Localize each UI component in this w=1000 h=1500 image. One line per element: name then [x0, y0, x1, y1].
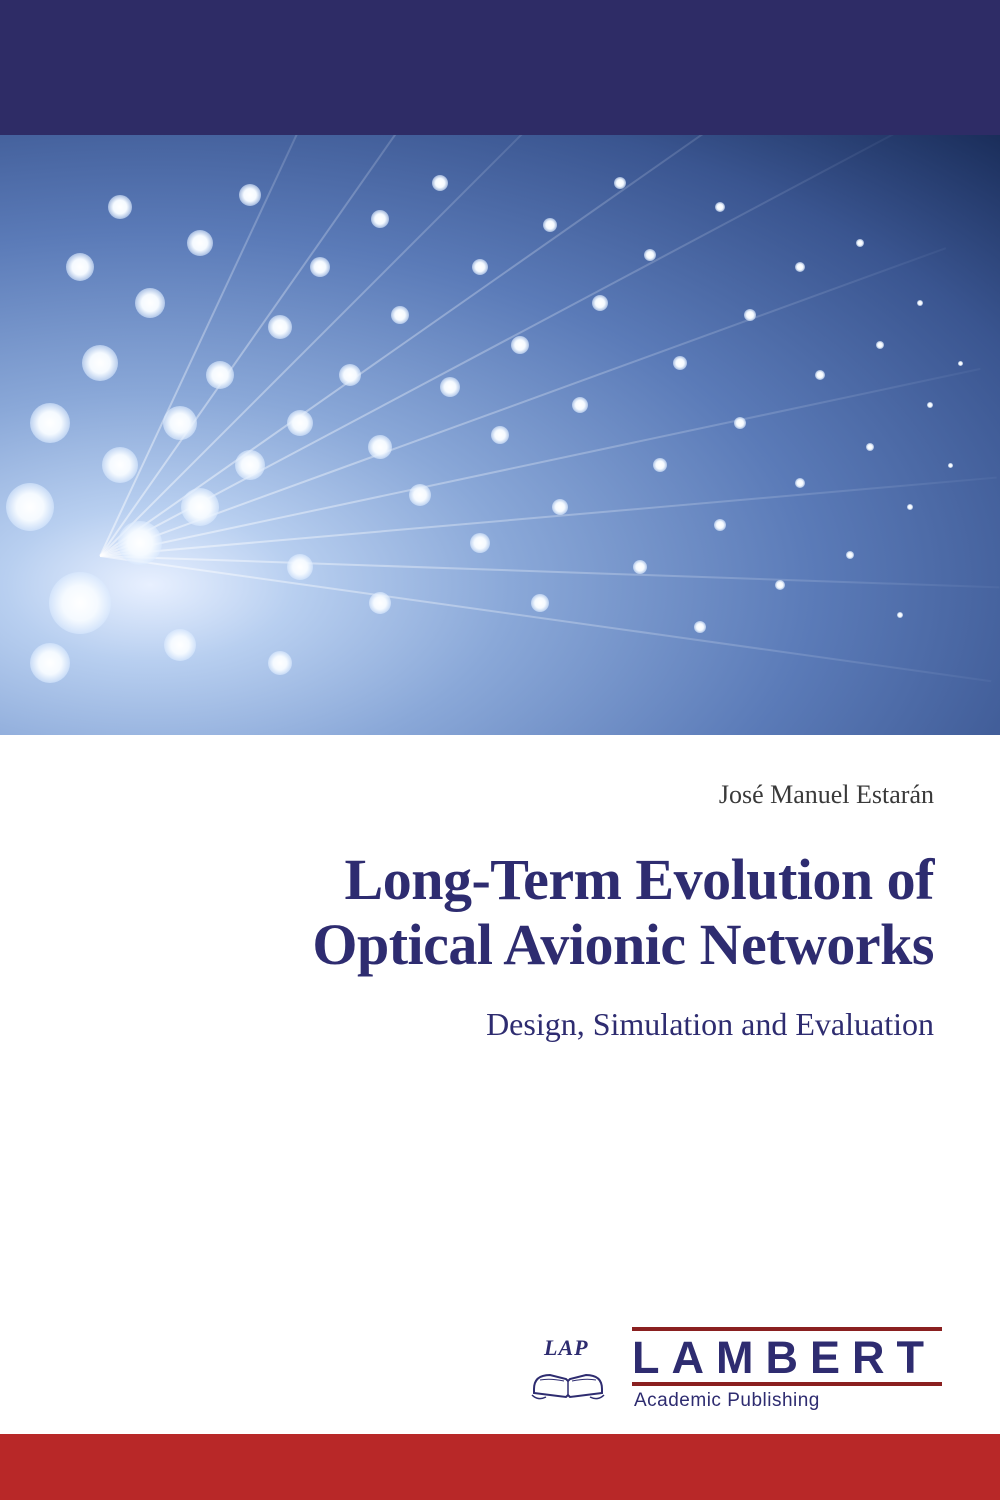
fiber-dot — [795, 478, 805, 488]
fiber-dot — [66, 253, 94, 281]
fiber-dot — [927, 402, 933, 408]
fiber-dot — [948, 463, 953, 468]
fiber-dot — [164, 629, 196, 661]
fiber-dot — [552, 499, 568, 515]
fiber-dot — [775, 580, 785, 590]
fiber-dot — [846, 551, 854, 559]
bottom-bar — [0, 1434, 1000, 1500]
fiber-dot — [876, 341, 884, 349]
fiber-dot — [409, 484, 431, 506]
publisher-subtitle: Academic Publishing — [632, 1390, 942, 1412]
fiber-dot — [531, 594, 549, 612]
fiber-dot — [371, 210, 389, 228]
top-bar — [0, 0, 1000, 135]
publisher-logo: LAP LAMBERT Academic Publishing — [526, 1327, 942, 1412]
fiber-line — [99, 135, 354, 556]
fiber-dot — [239, 184, 261, 206]
fiber-dot — [714, 519, 726, 531]
fiber-dot — [30, 643, 70, 683]
fiber-dot — [815, 370, 825, 380]
publisher-abbrev: LAP — [544, 1335, 589, 1361]
fiber-dot — [82, 345, 118, 381]
fiber-dot — [102, 447, 138, 483]
fiber-dot — [694, 621, 706, 633]
fiber-line — [100, 555, 991, 682]
fiber-dot — [511, 336, 529, 354]
title-line-2: Optical Avionic Networks — [312, 912, 934, 977]
book-subtitle: Design, Simulation and Evaluation — [60, 1006, 940, 1043]
fiber-dot — [917, 300, 923, 306]
fiber-dot — [268, 651, 292, 675]
fiber-dot — [310, 257, 330, 277]
fiber-dot — [206, 361, 234, 389]
fiber-dot — [440, 377, 460, 397]
fiber-dot — [491, 426, 509, 444]
fiber-dot — [287, 410, 313, 436]
fiber-dot — [470, 533, 490, 553]
author-name: José Manuel Estarán — [60, 780, 940, 810]
publisher-text: LAMBERT Academic Publishing — [632, 1327, 942, 1412]
fiber-dot — [897, 612, 903, 618]
fiber-dot — [543, 218, 557, 232]
fiber-dot — [958, 361, 963, 366]
fiber-dot — [391, 306, 409, 324]
fiber-dot — [472, 259, 488, 275]
fiber-line — [100, 555, 1000, 588]
fiber-line — [100, 135, 895, 556]
fiber-line — [100, 477, 997, 557]
fiber-dot — [572, 397, 588, 413]
publisher-icon: LAP — [526, 1335, 616, 1405]
fiber-dot — [369, 592, 391, 614]
fiber-dot — [673, 356, 687, 370]
fiber-dot — [187, 230, 213, 256]
fiber-dot — [734, 417, 746, 429]
title-line-1: Long-Term Evolution of — [345, 847, 934, 912]
fiber-dot — [907, 504, 913, 510]
fiber-dot — [592, 295, 608, 311]
fiber-dot — [644, 249, 656, 261]
book-title: Long-Term Evolution of Optical Avionic N… — [60, 848, 940, 978]
fiber-dot — [6, 483, 54, 531]
fiber-dot — [715, 202, 725, 212]
fiber-dot — [653, 458, 667, 472]
publisher-name: LAMBERT — [632, 1333, 942, 1386]
fiber-dot — [339, 364, 361, 386]
fiber-dot — [368, 435, 392, 459]
fiber-dot — [614, 177, 626, 189]
fiber-dot — [135, 288, 165, 318]
fiber-dot — [268, 315, 292, 339]
fiber-dot — [30, 403, 70, 443]
content-area: José Manuel Estarán Long-Term Evolution … — [0, 735, 1000, 1043]
fiber-dot — [108, 195, 132, 219]
fiber-dot — [163, 406, 197, 440]
fiber-dot — [744, 309, 756, 321]
fiber-dot — [235, 450, 265, 480]
fiber-dot — [118, 521, 162, 565]
fiber-dot — [287, 554, 313, 580]
fiber-dot — [432, 175, 448, 191]
publisher-top-line — [632, 1327, 942, 1331]
fiber-dot — [181, 488, 219, 526]
cover-image — [0, 135, 1000, 735]
fiber-dot — [795, 262, 805, 272]
fiber-dot — [866, 443, 874, 451]
fiber-dot — [856, 239, 864, 247]
book-icon — [530, 1365, 608, 1401]
fiber-dot — [633, 560, 647, 574]
fiber-dot — [49, 572, 111, 634]
